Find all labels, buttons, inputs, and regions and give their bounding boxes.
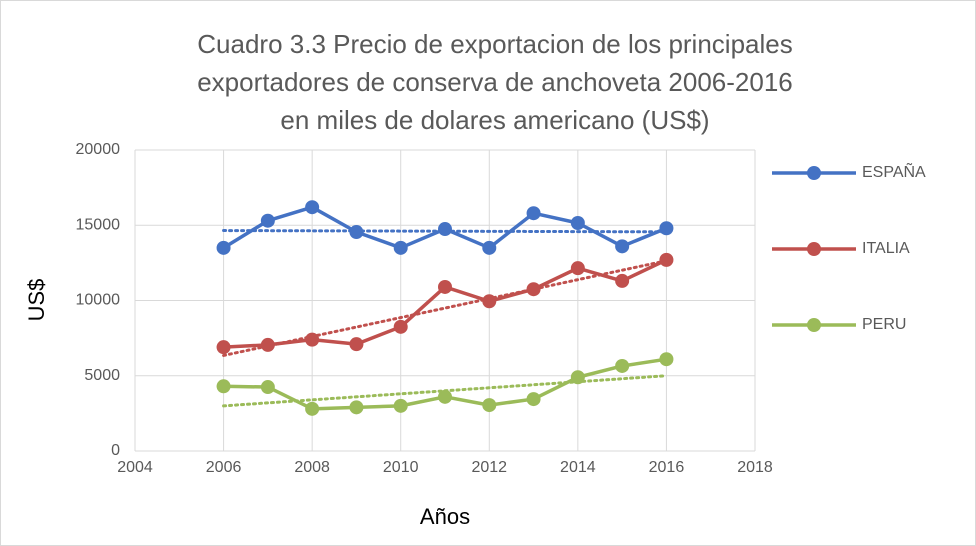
data-point — [216, 340, 231, 355]
data-point — [526, 282, 541, 297]
data-point — [305, 200, 320, 215]
x-tick-label: 2012 — [471, 459, 507, 476]
data-point — [260, 337, 275, 352]
data-point — [526, 206, 541, 221]
x-tick-label: 2018 — [737, 459, 773, 476]
data-point — [305, 401, 320, 416]
data-point — [393, 398, 408, 413]
x-tick-label: 2014 — [560, 459, 596, 476]
legend-label: PERU — [862, 316, 906, 333]
chart-title: Cuadro 3.3 Precio de exportacion de los … — [197, 29, 792, 59]
data-point — [570, 261, 585, 276]
data-point — [216, 379, 231, 394]
y-tick-label: 5000 — [84, 367, 120, 384]
y-tick-label: 15000 — [76, 216, 121, 233]
legend-label: ITALIA — [862, 240, 910, 257]
data-point — [438, 279, 452, 294]
chart-title: en miles de dolares americano (US$) — [280, 105, 709, 135]
data-point — [659, 252, 674, 267]
data-point — [438, 389, 452, 404]
data-point — [615, 358, 630, 373]
data-point — [260, 213, 275, 228]
data-point — [438, 222, 452, 237]
legend-marker — [807, 242, 821, 256]
data-point — [349, 225, 364, 240]
x-tick-label: 2004 — [117, 459, 153, 476]
data-point — [260, 380, 275, 395]
y-tick-label: 0 — [111, 442, 120, 459]
x-tick-label: 2006 — [206, 459, 242, 476]
x-tick-label: 2010 — [383, 459, 419, 476]
data-point — [526, 392, 541, 407]
data-point — [482, 398, 497, 413]
data-point — [349, 337, 364, 352]
legend-marker — [807, 318, 821, 332]
chart-title: exportadores de conserva de anchoveta 20… — [197, 67, 793, 97]
data-point — [570, 215, 585, 230]
data-point — [349, 400, 364, 415]
data-point — [482, 240, 497, 255]
data-point — [615, 239, 630, 254]
data-point — [482, 294, 497, 309]
data-point — [393, 240, 408, 255]
data-point — [570, 370, 585, 385]
x-tick-label: 2016 — [649, 459, 685, 476]
x-axis-title: Años — [420, 504, 470, 529]
data-point — [659, 221, 674, 236]
y-tick-label: 20000 — [76, 141, 121, 158]
y-tick-label: 10000 — [76, 292, 121, 309]
data-point — [305, 332, 320, 347]
y-axis-title: US$ — [24, 279, 49, 322]
legend-marker — [807, 166, 821, 180]
data-point — [216, 240, 231, 255]
x-tick-label: 2008 — [294, 459, 330, 476]
legend-label: ESPAÑA — [862, 161, 926, 181]
data-point — [393, 319, 408, 334]
data-point — [659, 352, 674, 367]
data-point — [615, 273, 630, 288]
